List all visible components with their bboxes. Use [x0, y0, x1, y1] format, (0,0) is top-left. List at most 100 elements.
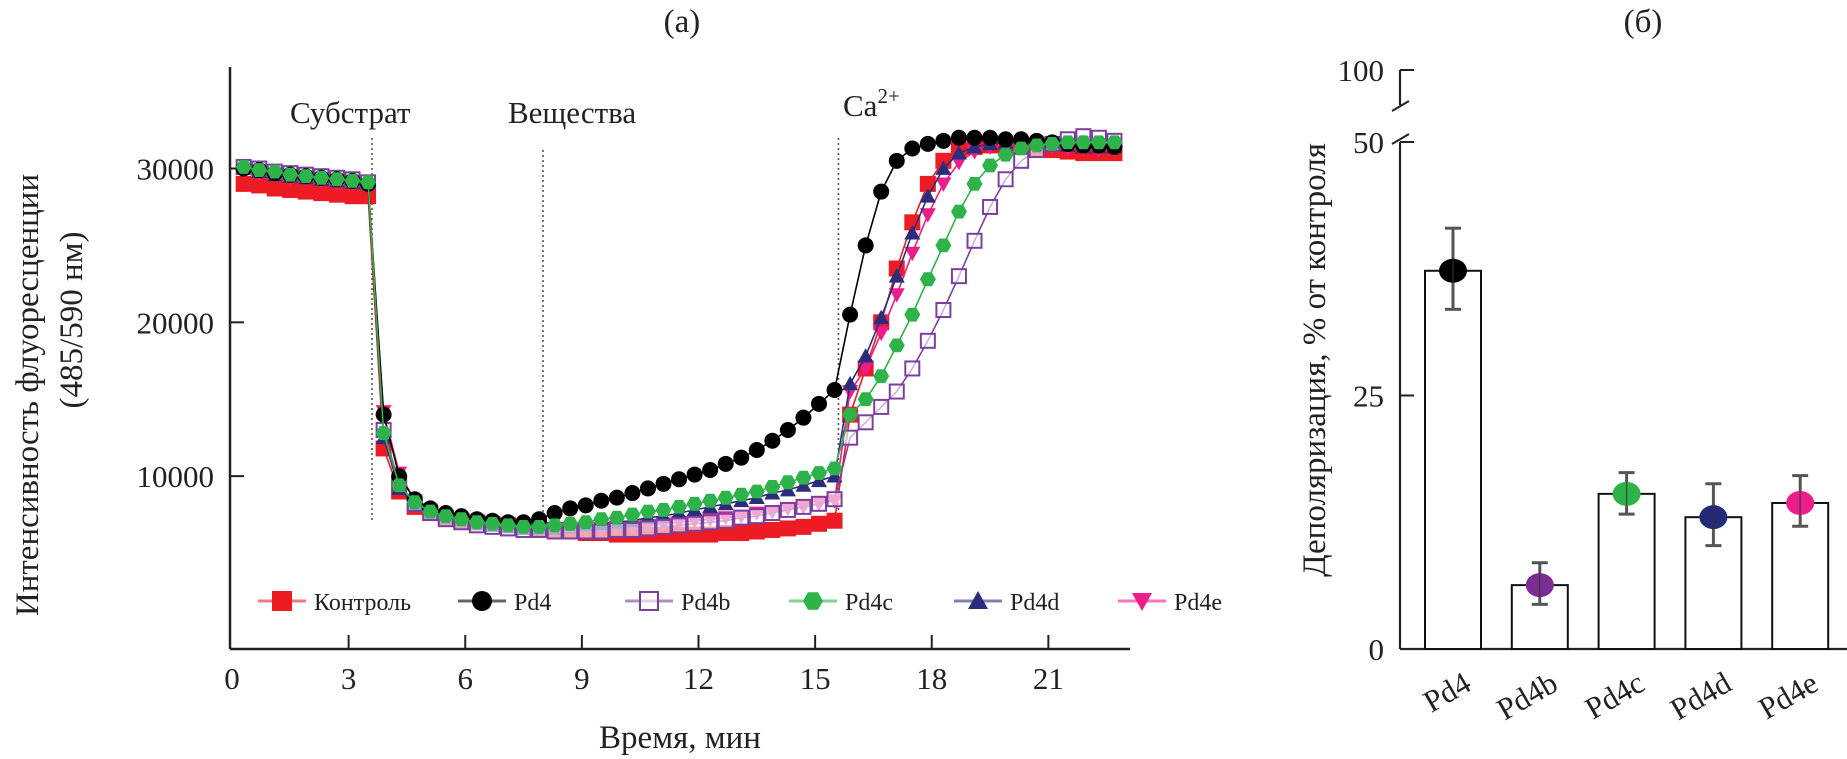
- data-point: [733, 487, 750, 502]
- axis-break-mark: [1391, 100, 1410, 112]
- data-point: [966, 138, 983, 154]
- data-point: [655, 503, 672, 517]
- data-point: [328, 186, 345, 203]
- legend-marker: [803, 592, 823, 610]
- y-tick-label: 20000: [137, 305, 215, 340]
- data-point: [919, 135, 936, 152]
- data-point: [826, 381, 843, 398]
- data-point: [966, 232, 983, 249]
- data-point: [266, 164, 283, 179]
- data-point: [1028, 138, 1045, 153]
- data-point: [811, 466, 827, 480]
- x-tick-label: Pd4b: [1491, 665, 1564, 727]
- legend-label: Pd4: [514, 590, 551, 616]
- data-point: [1106, 135, 1123, 150]
- data-point: [546, 505, 563, 522]
- data-point: [655, 518, 672, 535]
- data-point: [608, 521, 625, 538]
- data-point: [577, 497, 594, 514]
- panel-b-label: (б): [1624, 4, 1663, 40]
- data-point: [671, 517, 688, 534]
- data-point: [313, 185, 330, 202]
- data-point: [888, 152, 905, 169]
- panel-a-ylabel-line1: Интенсивность флуоресценции: [10, 174, 46, 616]
- data-point: [608, 489, 625, 506]
- data-point: [531, 520, 548, 534]
- data-point: [811, 515, 828, 532]
- series-pd4c: [235, 135, 1123, 534]
- data-point: [593, 492, 610, 509]
- data-point: [826, 512, 843, 529]
- annotation-text: Ca: [843, 88, 878, 123]
- data-point: [748, 523, 765, 540]
- data-point: [873, 183, 890, 200]
- x-tick-label: 9: [574, 661, 590, 696]
- legend-item: Pd4: [458, 590, 551, 616]
- data-point: [686, 496, 703, 511]
- data-point: [982, 158, 999, 173]
- data-point: [842, 375, 859, 391]
- data-point: [904, 360, 921, 377]
- data-point: [639, 480, 656, 497]
- data-point: [950, 268, 967, 285]
- data-point: [375, 426, 392, 440]
- data-point: [1013, 152, 1030, 169]
- data-point: [375, 406, 392, 423]
- data-point: [919, 208, 936, 223]
- data-point: [779, 475, 796, 490]
- data-point: [733, 525, 750, 542]
- data-point: [997, 131, 1014, 148]
- data-point: [748, 508, 765, 525]
- data-point: [764, 521, 781, 538]
- data-point: [873, 309, 890, 325]
- data-point: [826, 461, 843, 476]
- data-point: [842, 407, 859, 422]
- legend-label: Pd4c: [845, 590, 893, 616]
- data-point: [919, 188, 936, 203]
- data-point: [235, 160, 252, 174]
- panel-a-plot: 0 3 6 9 12 15 18 21 10000 20000 30000 Субстрат Вещес…: [137, 67, 1222, 696]
- data-point: [748, 441, 765, 458]
- data-point: [811, 495, 828, 512]
- data-point: [266, 180, 283, 197]
- data-point: [857, 392, 874, 407]
- data-point: [950, 155, 967, 171]
- x-tick-label: 18: [916, 661, 947, 696]
- data-point: [639, 520, 656, 537]
- data-point: [702, 514, 719, 531]
- data-point: [795, 470, 812, 485]
- legend-item: Pd4c: [789, 590, 893, 616]
- data-point: [919, 332, 936, 349]
- data-point: [671, 471, 688, 488]
- data-point: [577, 515, 594, 530]
- data-point: [904, 307, 921, 322]
- data-point: [702, 461, 719, 478]
- data-point: [1013, 141, 1030, 156]
- data-point: [422, 504, 439, 519]
- data-point: [795, 518, 812, 535]
- data-point: [811, 395, 828, 412]
- data-point: [857, 237, 874, 254]
- data-point: [453, 512, 470, 527]
- data-point: [313, 170, 330, 185]
- panel-a-xlabel: Время, мин: [599, 720, 761, 756]
- data-point: [251, 163, 268, 177]
- data-point: [593, 512, 610, 527]
- legend-label: Pd4d: [1010, 590, 1059, 616]
- y-tick-label: 25: [1353, 379, 1384, 414]
- data-point: [235, 175, 252, 192]
- data-point: [297, 169, 314, 184]
- legend-label: Pd4e: [1174, 590, 1222, 616]
- data-point: [904, 246, 921, 262]
- data-point: [857, 362, 874, 377]
- legend-label: Pd4b: [681, 590, 730, 616]
- data-point: [1090, 135, 1107, 150]
- data-point: [717, 525, 734, 542]
- data-point: [717, 490, 734, 505]
- bar-group-pd4d: Pd4d: [1664, 482, 1743, 727]
- data-point: [779, 520, 796, 537]
- data-point: [904, 214, 921, 231]
- data-point: [1075, 135, 1092, 150]
- legend-label: Контроль: [314, 590, 411, 616]
- data-point: [344, 173, 361, 188]
